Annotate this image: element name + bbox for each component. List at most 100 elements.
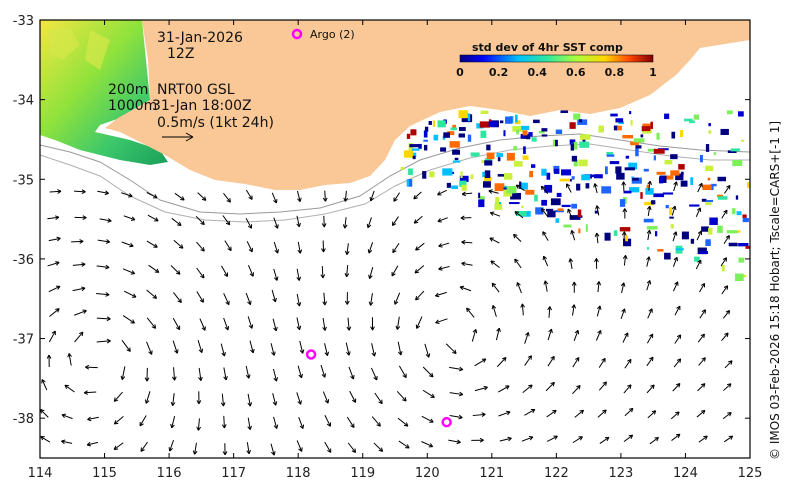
velocity-arrow [245, 217, 252, 229]
sst-speckle [613, 230, 618, 236]
velocity-arrow [296, 440, 303, 452]
velocity-arrow [697, 333, 705, 343]
velocity-arrow [437, 189, 447, 196]
sst-speckle [552, 139, 556, 147]
velocity-arrow [97, 239, 111, 244]
sst-speckle [447, 131, 455, 136]
sst-speckle [523, 146, 526, 154]
sst-speckle [643, 168, 649, 172]
velocity-arrow [245, 292, 252, 306]
velocity-arrow [367, 242, 374, 254]
velocity-arrow [172, 317, 181, 331]
sst-speckle [628, 162, 638, 170]
sst-speckle [680, 180, 688, 187]
sst-speckle [647, 148, 655, 152]
velocity-arrow [221, 265, 229, 277]
velocity-arrow [296, 268, 302, 281]
argo-floats [305, 349, 452, 428]
colorbar-ticks: 0 0.2 0.4 0.6 0.8 1 [456, 66, 657, 79]
velocity-arrow [437, 217, 448, 223]
sst-speckle [446, 182, 451, 188]
sst-speckle [632, 177, 639, 181]
velocity-arrow [424, 343, 431, 358]
velocity-arrow [347, 442, 357, 453]
x-tick-label: 114 [28, 466, 53, 481]
velocity-arrow [373, 442, 384, 452]
velocity-arrow [646, 333, 654, 344]
sst-speckle [732, 208, 736, 215]
sst-speckle [497, 174, 508, 177]
sst-speckle [707, 177, 711, 181]
velocity-arrow [472, 412, 486, 417]
x-tick-label: 121 [479, 466, 504, 481]
velocity-arrow [621, 231, 627, 242]
velocity-arrow [270, 343, 276, 356]
sst-speckle [506, 152, 515, 161]
velocity-arrow [249, 340, 255, 354]
velocity-arrow [568, 258, 574, 270]
sst-speckle [424, 126, 429, 132]
velocity-arrow [622, 332, 629, 343]
sst-speckle [645, 188, 654, 195]
sst-speckle [689, 120, 695, 124]
sst-speckle [418, 143, 422, 149]
velocity-arrow [49, 189, 62, 194]
velocity-arrow [566, 183, 572, 193]
sst-speckle [628, 187, 640, 193]
sst-speckle [573, 113, 581, 120]
velocity-arrow [647, 308, 653, 319]
velocity-arrow [146, 240, 158, 248]
sst-speckle [529, 170, 533, 178]
sst-speckle [738, 258, 743, 263]
velocity-arrow [490, 260, 500, 269]
sst-speckle [481, 160, 487, 164]
velocity-arrow [198, 367, 203, 381]
sst-speckle [461, 184, 467, 191]
sst-speckle [679, 130, 684, 138]
velocity-arrow [541, 207, 549, 217]
velocity-arrow [113, 391, 123, 402]
velocity-arrow [113, 415, 124, 425]
velocity-arrow [192, 442, 198, 455]
sst-speckle [631, 176, 635, 179]
colorbar [459, 54, 654, 63]
sst-speckle [593, 174, 603, 179]
velocity-arrow [195, 215, 205, 226]
velocity-arrow [173, 239, 184, 249]
sst-speckle [697, 247, 707, 255]
sst-speckle [573, 159, 578, 167]
velocity-arrow [344, 243, 350, 255]
y-tick-label: -33 [13, 14, 34, 29]
velocity-arrow [445, 343, 457, 355]
sst-speckle [650, 200, 656, 205]
colorbar-tick-label: 0.6 [566, 66, 586, 79]
velocity-arrow [368, 293, 374, 306]
velocity-arrow [598, 381, 607, 391]
sst-speckle [618, 121, 625, 125]
velocity-arrow [524, 332, 530, 344]
velocity-arrow [571, 281, 577, 293]
velocity-arrow [698, 435, 708, 443]
sst-speckle [443, 132, 450, 138]
velocity-arrow [366, 217, 372, 229]
x-tick-label: 120 [415, 466, 440, 481]
sst-speckle [458, 133, 465, 138]
velocity-arrow [139, 415, 147, 427]
velocity-arrow [542, 231, 549, 241]
velocity-arrow [461, 191, 473, 197]
velocity-arrow [624, 358, 632, 369]
sst-speckle [406, 179, 409, 187]
sst-speckle [624, 167, 635, 171]
sst-speckle [534, 194, 538, 202]
sst-speckle [594, 210, 599, 214]
velocity-arrow [322, 190, 328, 202]
sst-speckle [480, 130, 487, 138]
sst-speckle [571, 155, 578, 162]
sst-speckle [630, 120, 633, 126]
sst-speckle [730, 148, 740, 152]
sst-speckle [717, 176, 727, 182]
sst-speckle [522, 155, 529, 160]
velocity-arrow [649, 436, 659, 445]
sst-speckle [494, 183, 505, 192]
sst-speckle [662, 192, 674, 195]
